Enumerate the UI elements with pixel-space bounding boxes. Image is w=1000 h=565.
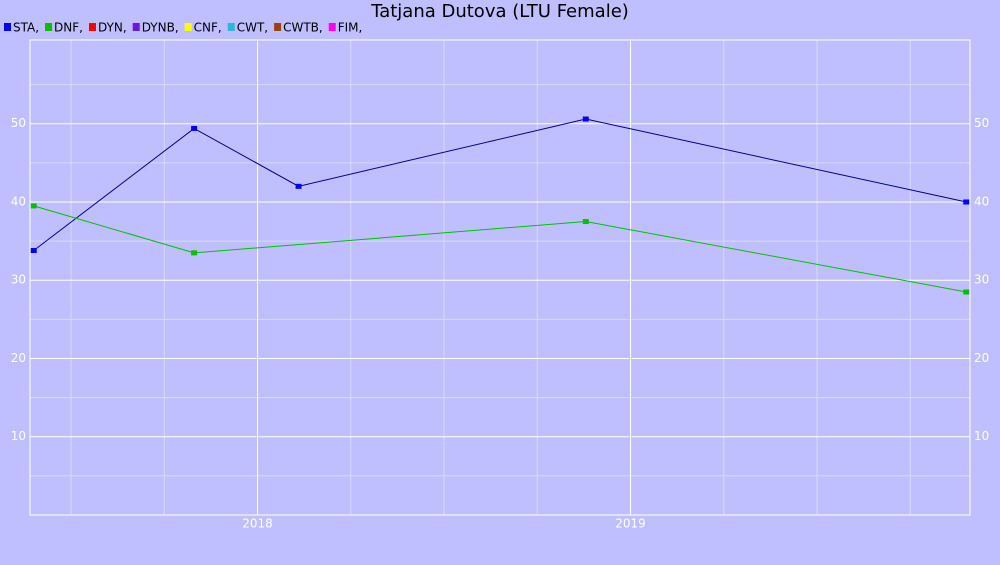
- point: [582, 219, 589, 225]
- y-tick-label: 20: [11, 351, 26, 365]
- point: [295, 183, 302, 189]
- y-tick-label: 10: [11, 429, 26, 443]
- legend-swatch: [227, 23, 235, 31]
- legend-swatch: [328, 23, 336, 31]
- legend-label: DYNB,: [142, 21, 179, 35]
- y-tick-label-right: 30: [974, 273, 989, 287]
- point: [582, 116, 589, 122]
- point: [30, 203, 37, 209]
- x-tick-label: 2019: [615, 517, 646, 531]
- y-tick-label-right: 40: [974, 194, 989, 208]
- plot-frame: [29, 39, 971, 516]
- legend-label: CWTB,: [283, 21, 323, 35]
- legend-label: DNF,: [54, 21, 83, 35]
- y-tick-label: 50: [11, 116, 26, 130]
- point: [30, 248, 37, 254]
- y-tick-label-right: 10: [974, 429, 989, 443]
- point: [191, 250, 198, 256]
- y-tick-label: 30: [11, 273, 26, 287]
- legend-swatch: [132, 23, 140, 31]
- legend-label: DYN,: [98, 21, 127, 35]
- y-tick-label: 40: [11, 194, 26, 208]
- series-line: [33, 205, 967, 293]
- point: [963, 199, 970, 205]
- legend-swatch: [184, 23, 192, 31]
- legend-swatch: [45, 23, 53, 31]
- legend-label: FIM,: [338, 21, 363, 35]
- point: [191, 125, 198, 131]
- legend-swatch: [88, 23, 96, 31]
- chart-title: Tatjana Dutova (LTU Female): [370, 1, 629, 22]
- legend-label: CNF,: [194, 21, 222, 35]
- legend-label: STA,: [13, 21, 39, 35]
- y-tick-label-right: 50: [974, 116, 989, 130]
- legend-swatch: [274, 23, 282, 31]
- point: [963, 289, 970, 295]
- legend-swatch: [4, 23, 11, 31]
- x-tick-label: 2018: [242, 517, 273, 531]
- y-tick-label-right: 20: [974, 351, 989, 365]
- legend-label: CWT,: [237, 21, 268, 35]
